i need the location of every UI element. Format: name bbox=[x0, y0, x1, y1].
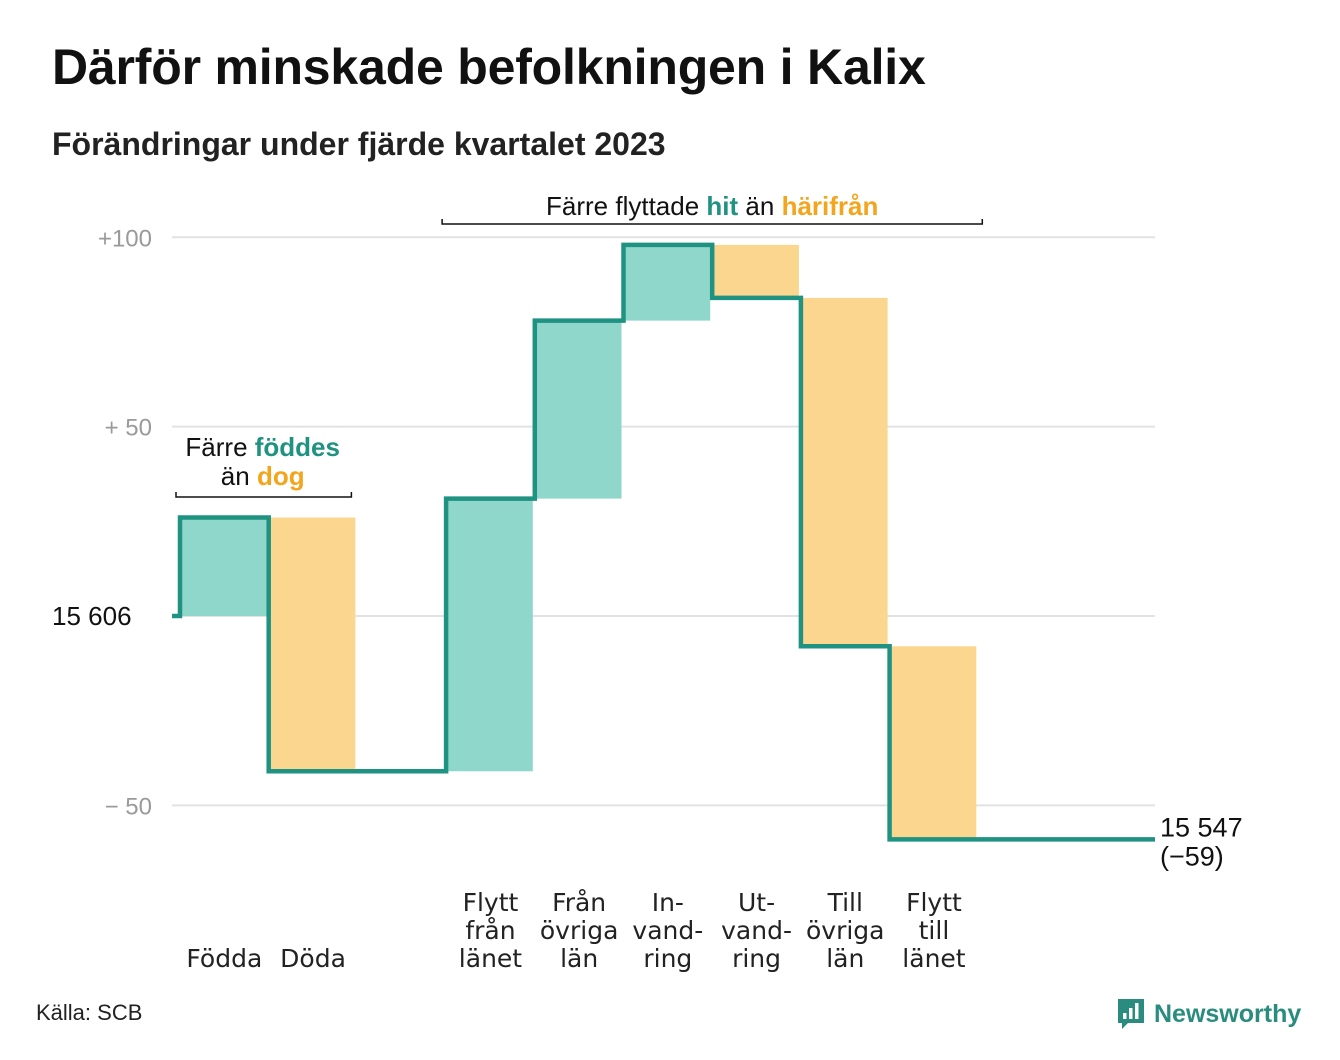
newsworthy-logo: Newsworthy bbox=[1116, 994, 1301, 1034]
bar-födda bbox=[182, 517, 267, 616]
end-value-label: 15 547 bbox=[1160, 812, 1243, 842]
annotation-plain-text: Färre bbox=[185, 432, 254, 462]
category-label: ring bbox=[643, 944, 692, 973]
annotation-births-line2: än dog bbox=[221, 461, 305, 491]
line-layer bbox=[172, 242, 1155, 842]
brand-name: Newsworthy bbox=[1154, 999, 1302, 1028]
cumulative-line bbox=[172, 242, 1155, 842]
category-label: In- bbox=[652, 888, 684, 917]
chart-title: Därför minskade befolkningen i Kalix bbox=[52, 39, 926, 95]
y-tick-label: − 50 bbox=[105, 793, 152, 820]
source-note: Källa: SCB bbox=[36, 1000, 143, 1025]
annotation-plain-text: än bbox=[738, 191, 781, 221]
bar-flytt bbox=[448, 498, 533, 772]
y-tick-label: +100 bbox=[98, 225, 152, 252]
category-label: län bbox=[826, 944, 864, 973]
category-label: övriga bbox=[806, 916, 885, 945]
category-label: från bbox=[465, 916, 515, 945]
bar-ut- bbox=[714, 244, 799, 298]
y-tick-label: + 50 bbox=[105, 415, 152, 442]
bar-layer bbox=[182, 244, 977, 840]
annotation-bracket bbox=[175, 492, 353, 498]
annotation-plain-text: än bbox=[221, 461, 257, 491]
category-label: Ut- bbox=[738, 888, 775, 917]
category-label: ring bbox=[732, 944, 781, 973]
category-label: vand- bbox=[721, 916, 792, 945]
category-label: Flytt bbox=[463, 888, 519, 917]
annotation-out-text: dog bbox=[257, 461, 305, 491]
annotation-in-text: föddes bbox=[255, 432, 340, 462]
bar-döda bbox=[270, 517, 356, 772]
annotation-plain-text: Färre flyttade bbox=[546, 191, 706, 221]
annotation-births-line1: Färre föddes bbox=[185, 432, 340, 462]
annotation-in-text: hit bbox=[706, 191, 738, 221]
category-label: Födda bbox=[186, 944, 262, 973]
chart-subtitle: Förändringar under fjärde kvartalet 2023 bbox=[52, 126, 666, 162]
bar-från bbox=[536, 320, 622, 499]
category-label: Till bbox=[827, 888, 863, 917]
category-label: länet bbox=[902, 944, 965, 973]
annotation-bracket bbox=[441, 219, 984, 225]
category-label: Flytt bbox=[906, 888, 962, 917]
base-value-label: 15 606 bbox=[52, 601, 132, 631]
bar-in- bbox=[625, 244, 711, 321]
end-change-label: (−59) bbox=[1160, 841, 1224, 871]
annotation-out-text: härifrån bbox=[782, 191, 879, 221]
bar-till bbox=[802, 297, 888, 647]
category-label: övriga bbox=[540, 916, 619, 945]
annotation-migration: Färre flyttade hit än härifrån bbox=[546, 191, 878, 221]
chart-bubble-icon bbox=[1118, 999, 1144, 1029]
category-label: länet bbox=[459, 944, 522, 973]
category-label: vand- bbox=[632, 916, 703, 945]
bar-flytt bbox=[891, 646, 977, 840]
category-label: Från bbox=[552, 888, 606, 917]
category-label: län bbox=[560, 944, 598, 973]
category-label: Döda bbox=[280, 944, 346, 973]
category-label: till bbox=[919, 916, 950, 945]
